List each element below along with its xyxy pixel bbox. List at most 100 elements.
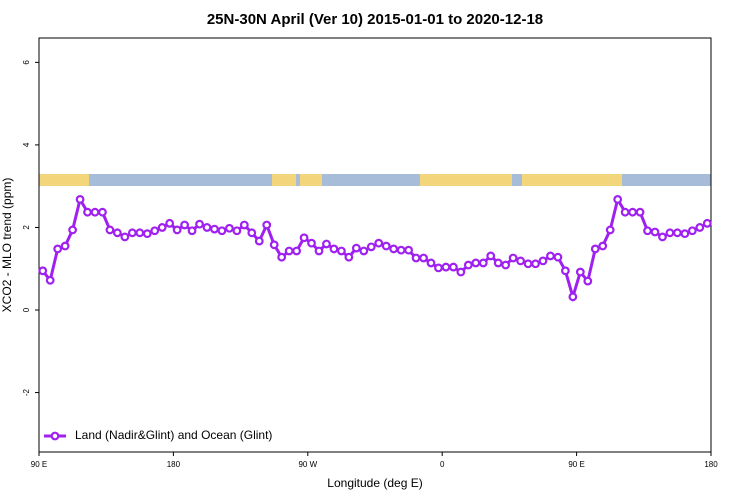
point (75, 194, 85, 204)
legend-marker (50, 431, 60, 441)
point (150, 226, 160, 236)
point (486, 251, 496, 261)
point (38, 266, 48, 276)
point (135, 228, 145, 238)
point (568, 292, 578, 302)
point (224, 223, 234, 233)
point (120, 232, 130, 242)
point (665, 228, 675, 238)
point (411, 253, 421, 263)
y-tick-label: 4 (22, 142, 31, 147)
point (449, 262, 458, 272)
point (561, 266, 570, 276)
y-tick-label: 0 (22, 307, 31, 312)
point (277, 252, 287, 262)
point (262, 220, 272, 230)
point (127, 228, 137, 238)
point (687, 226, 697, 236)
point (202, 223, 212, 232)
x-tick-label: 90 E (31, 460, 47, 469)
point (157, 223, 167, 232)
point (314, 246, 324, 256)
point (620, 207, 630, 217)
point (695, 223, 705, 232)
point (493, 258, 503, 268)
map-band (39, 174, 711, 186)
point (98, 207, 107, 217)
point (165, 218, 175, 228)
point (45, 275, 55, 285)
point (478, 258, 488, 268)
point (658, 232, 667, 242)
point (284, 246, 294, 256)
point (389, 244, 399, 254)
point (463, 260, 473, 270)
point (187, 226, 197, 236)
point (374, 238, 384, 248)
point (172, 225, 182, 235)
point (112, 228, 122, 238)
point (523, 259, 533, 269)
point (68, 225, 77, 235)
point (613, 194, 623, 204)
point (307, 238, 316, 248)
plot-frame (38, 37, 712, 453)
point (329, 244, 339, 254)
point (531, 259, 540, 269)
y-tick-label: 2 (22, 225, 31, 230)
point (590, 244, 600, 254)
point (628, 207, 637, 217)
point (583, 276, 593, 286)
y-tick-label: 6 (22, 60, 31, 65)
x-tick-label: 90 E (568, 460, 584, 469)
x-tick-label: 90 W (298, 460, 317, 469)
point (239, 220, 249, 230)
point (426, 258, 436, 268)
point (299, 233, 309, 243)
point (419, 253, 428, 263)
point (702, 218, 712, 228)
point (195, 219, 204, 229)
point (680, 229, 690, 239)
point (538, 256, 548, 266)
point (232, 226, 242, 236)
point (269, 240, 279, 250)
point (53, 244, 63, 254)
point (180, 220, 190, 230)
point (254, 236, 264, 246)
point (322, 239, 331, 249)
point (434, 263, 443, 273)
x-tick-label: 0 (440, 460, 445, 469)
point (441, 262, 451, 272)
x-axis-label: Longitude (deg E) (327, 476, 422, 490)
point (60, 241, 70, 251)
point (508, 253, 518, 263)
point (366, 242, 376, 252)
point (501, 260, 511, 270)
point (471, 258, 481, 268)
point (635, 207, 645, 217)
point (381, 241, 391, 251)
point (142, 229, 152, 239)
point (546, 251, 555, 261)
y-tick-label: -2 (22, 388, 31, 396)
point (605, 225, 615, 235)
point (351, 243, 361, 253)
point (105, 225, 115, 235)
point (359, 246, 369, 256)
x-tick-label: 180 (167, 460, 181, 469)
point (643, 226, 652, 236)
point (396, 245, 406, 255)
point (598, 241, 608, 251)
point (83, 207, 92, 217)
chart-title: 25N-30N April (Ver 10) 2015-01-01 to 202… (207, 11, 543, 28)
point (516, 256, 525, 266)
point (404, 245, 414, 255)
point (344, 252, 354, 262)
point (210, 224, 219, 234)
point (217, 226, 227, 236)
point (292, 246, 302, 256)
point (575, 267, 585, 277)
point (90, 207, 100, 217)
